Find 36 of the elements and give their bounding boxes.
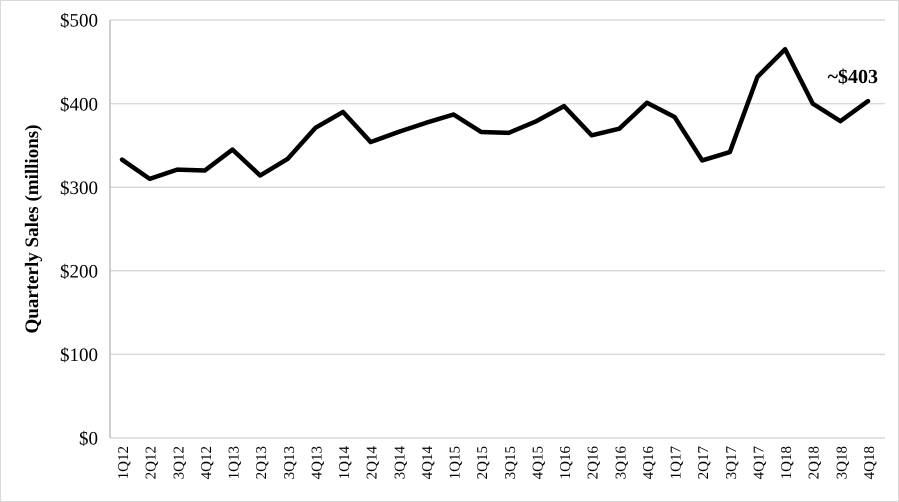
x-tick-label: 1Q14: [337, 446, 354, 480]
x-tick-label: 3Q17: [724, 446, 740, 480]
x-tick-label: 3Q14: [392, 446, 408, 480]
x-tick-label: 1Q12: [116, 446, 132, 480]
x-tick-label: 2Q18: [806, 446, 823, 480]
y-tick-label: $500: [60, 10, 98, 32]
y-tick-label: $400: [60, 94, 98, 116]
x-tick-label: 2Q12: [144, 446, 160, 480]
y-tick-label: $0: [79, 428, 98, 450]
x-tick-label: 1Q18: [779, 446, 796, 480]
x-tick-label: 4Q14: [420, 446, 436, 480]
x-tick-label: 2Q16: [586, 446, 602, 480]
x-tick-label: 1Q13: [226, 446, 243, 480]
x-tick-label: 2Q15: [475, 446, 492, 480]
x-tick-label: 4Q17: [751, 446, 768, 480]
x-tick-label: 4Q18: [862, 446, 878, 480]
x-tick-label: 3Q12: [171, 446, 188, 480]
x-tick-label: 4Q13: [309, 446, 326, 480]
x-tick-label: 2Q14: [364, 446, 381, 480]
x-tick-label: 1Q17: [668, 446, 685, 480]
y-tick-label: $200: [60, 261, 98, 282]
x-tick-label: 4Q15: [530, 446, 546, 480]
x-tick-label: 3Q18: [834, 446, 850, 480]
y-tick-label: $300: [60, 178, 98, 199]
x-tick-label: 4Q12: [198, 446, 215, 480]
x-tick-label: 3Q13: [282, 446, 298, 480]
y-axis-title: Quarterly Sales (millions): [22, 124, 43, 334]
x-tick-label: 1Q15: [448, 446, 464, 480]
x-tick-label: 3Q16: [613, 446, 630, 480]
x-tick-label: 2Q17: [696, 446, 712, 480]
x-tick-label: 4Q16: [640, 446, 657, 480]
x-tick-label: 2Q13: [254, 446, 270, 480]
y-tick-label: $100: [60, 345, 98, 366]
x-tick-label: 1Q16: [558, 446, 574, 480]
annotation: ~$403: [828, 66, 878, 88]
x-tick-label: 3Q15: [502, 446, 519, 480]
